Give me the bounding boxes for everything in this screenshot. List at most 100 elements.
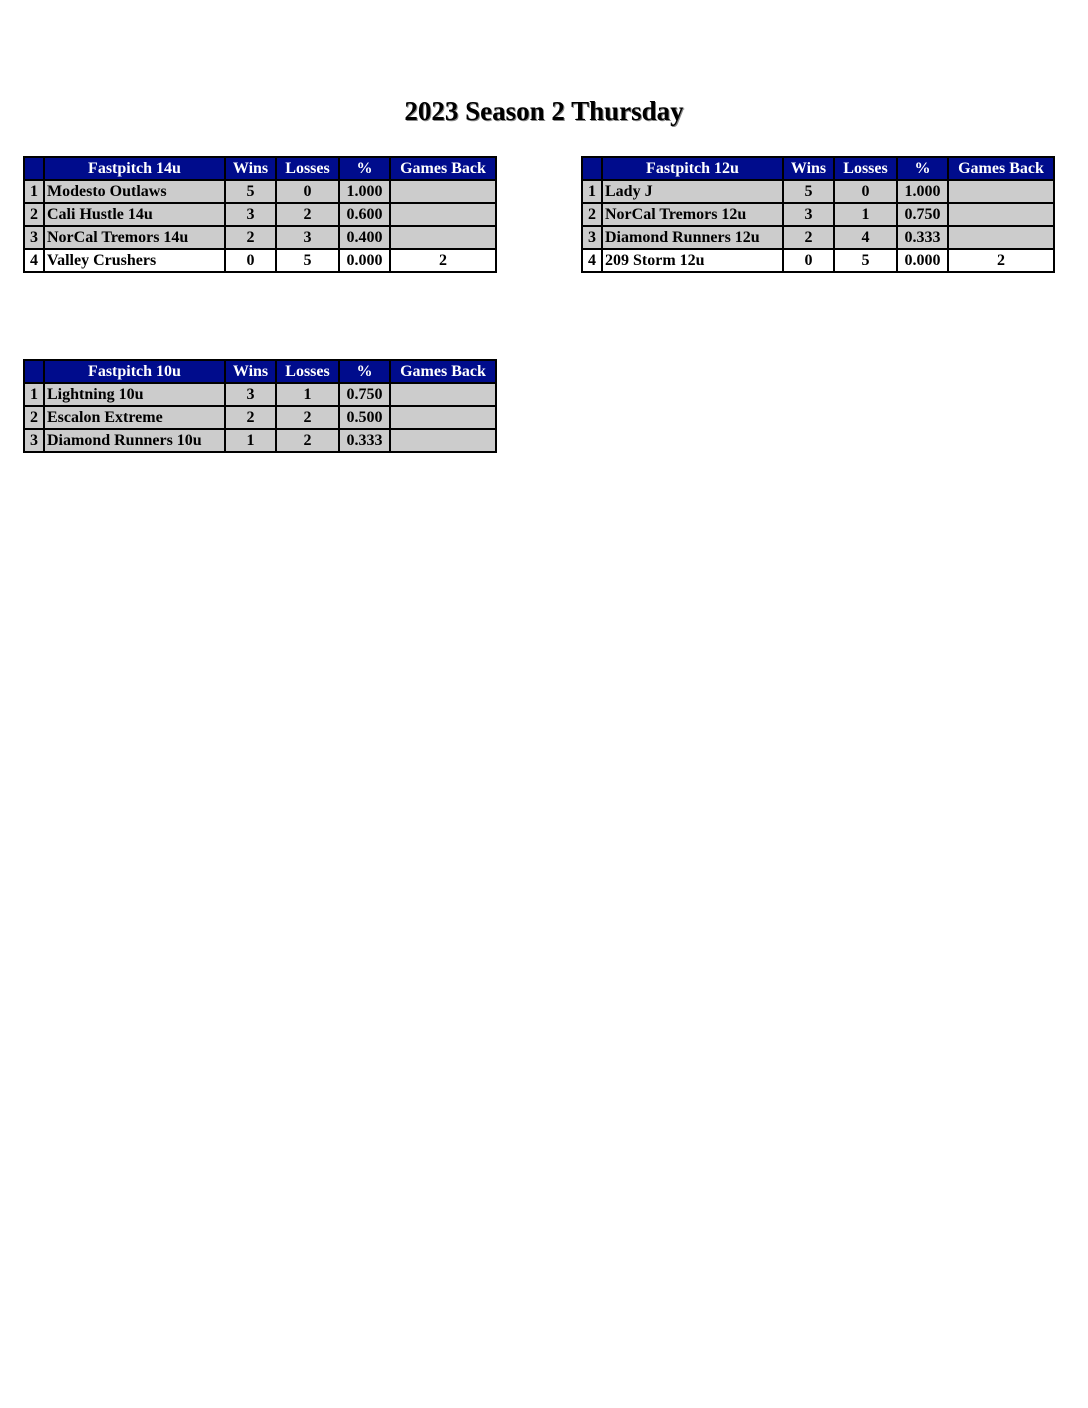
losses-cell: 5	[275, 248, 340, 273]
wins-cell: 3	[224, 382, 277, 407]
table-row: 4 Valley Crushers 0 5 0.000 2	[23, 248, 497, 273]
team-name-cell: NorCal Tremors 12u	[601, 202, 784, 227]
pct-cell: 0.000	[896, 248, 949, 273]
pct-cell: 0.750	[338, 382, 391, 407]
losses-cell: 2	[275, 405, 340, 430]
table-row: 3 Diamond Runners 12u 2 4 0.333	[581, 225, 1055, 250]
pct-cell: 1.000	[338, 179, 391, 204]
pct-cell: 0.333	[896, 225, 949, 250]
team-name-cell: Diamond Runners 10u	[43, 428, 226, 453]
wins-cell: 2	[224, 225, 277, 250]
table-row: 2 Cali Hustle 14u 3 2 0.600	[23, 202, 497, 227]
team-name-cell: Lightning 10u	[43, 382, 226, 407]
pct-cell: 0.750	[896, 202, 949, 227]
header-row: Fastpitch 10u Wins Losses % Games Back	[23, 359, 497, 384]
table-row: 1 Lightning 10u 3 1 0.750	[23, 382, 497, 407]
games-back-cell	[389, 405, 497, 430]
wins-header: Wins	[224, 359, 277, 384]
pct-header: %	[338, 359, 391, 384]
page-title: 2023 Season 2 Thursday	[404, 96, 684, 126]
pct-cell: 0.000	[338, 248, 391, 273]
pct-cell: 0.400	[338, 225, 391, 250]
wins-cell: 0	[224, 248, 277, 273]
losses-cell: 1	[833, 202, 898, 227]
rank-cell: 4	[581, 248, 603, 273]
games-back-cell: 2	[389, 248, 497, 273]
wins-cell: 3	[782, 202, 835, 227]
losses-cell: 2	[275, 428, 340, 453]
standings-table-10u: Fastpitch 10u Wins Losses % Games Back 1…	[23, 359, 497, 453]
wins-cell: 1	[224, 428, 277, 453]
losses-cell: 5	[833, 248, 898, 273]
team-name-cell: NorCal Tremors 14u	[43, 225, 226, 250]
table-row: 1 Lady J 5 0 1.000	[581, 179, 1055, 204]
wins-header: Wins	[224, 156, 277, 181]
team-name-cell: Cali Hustle 14u	[43, 202, 226, 227]
rank-cell: 1	[23, 382, 45, 407]
games-back-cell: 2	[947, 248, 1055, 273]
pct-header: %	[338, 156, 391, 181]
wins-cell: 2	[782, 225, 835, 250]
division-header: Fastpitch 12u	[601, 156, 784, 181]
standings-table-12u: Fastpitch 12u Wins Losses % Games Back 1…	[581, 156, 1055, 273]
wins-cell: 3	[224, 202, 277, 227]
division-header: Fastpitch 10u	[43, 359, 226, 384]
team-name-cell: Diamond Runners 12u	[601, 225, 784, 250]
rank-cell: 1	[581, 179, 603, 204]
losses-cell: 2	[275, 202, 340, 227]
standings-table-14u: Fastpitch 14u Wins Losses % Games Back 1…	[23, 156, 497, 273]
header-row: Fastpitch 14u Wins Losses % Games Back	[23, 156, 497, 181]
losses-header: Losses	[275, 359, 340, 384]
games-back-cell	[947, 179, 1055, 204]
games-back-cell	[389, 428, 497, 453]
pct-header: %	[896, 156, 949, 181]
rank-cell: 2	[581, 202, 603, 227]
header-row: Fastpitch 12u Wins Losses % Games Back	[581, 156, 1055, 181]
table-row: 2 Escalon Extreme 2 2 0.500	[23, 405, 497, 430]
wins-cell: 2	[224, 405, 277, 430]
wins-cell: 5	[782, 179, 835, 204]
games-back-cell	[389, 225, 497, 250]
losses-header: Losses	[833, 156, 898, 181]
rank-cell: 1	[23, 179, 45, 204]
rank-cell: 4	[23, 248, 45, 273]
table-row: 3 Diamond Runners 10u 1 2 0.333	[23, 428, 497, 453]
games-back-cell	[389, 382, 497, 407]
games-back-header: Games Back	[389, 359, 497, 384]
pct-cell: 0.333	[338, 428, 391, 453]
pct-cell: 0.600	[338, 202, 391, 227]
pct-cell: 0.500	[338, 405, 391, 430]
rank-cell: 2	[23, 405, 45, 430]
games-back-header: Games Back	[389, 156, 497, 181]
table-row: 4 209 Storm 12u 0 5 0.000 2	[581, 248, 1055, 273]
rank-cell: 3	[581, 225, 603, 250]
losses-cell: 3	[275, 225, 340, 250]
division-header: Fastpitch 14u	[43, 156, 226, 181]
team-name-cell: Lady J	[601, 179, 784, 204]
table-row: 2 NorCal Tremors 12u 3 1 0.750	[581, 202, 1055, 227]
wins-header: Wins	[782, 156, 835, 181]
pct-cell: 1.000	[896, 179, 949, 204]
games-back-cell	[947, 225, 1055, 250]
losses-cell: 0	[275, 179, 340, 204]
team-name-cell: Valley Crushers	[43, 248, 226, 273]
team-name-cell: Modesto Outlaws	[43, 179, 226, 204]
losses-header: Losses	[275, 156, 340, 181]
losses-cell: 4	[833, 225, 898, 250]
wins-cell: 0	[782, 248, 835, 273]
wins-cell: 5	[224, 179, 277, 204]
rank-header	[23, 359, 45, 384]
games-back-header: Games Back	[947, 156, 1055, 181]
games-back-cell	[947, 202, 1055, 227]
games-back-cell	[389, 202, 497, 227]
losses-cell: 0	[833, 179, 898, 204]
games-back-cell	[389, 179, 497, 204]
losses-cell: 1	[275, 382, 340, 407]
table-row: 3 NorCal Tremors 14u 2 3 0.400	[23, 225, 497, 250]
rank-header	[23, 156, 45, 181]
rank-cell: 3	[23, 225, 45, 250]
team-name-cell: Escalon Extreme	[43, 405, 226, 430]
rank-cell: 3	[23, 428, 45, 453]
team-name-cell: 209 Storm 12u	[601, 248, 784, 273]
rank-header	[581, 156, 603, 181]
